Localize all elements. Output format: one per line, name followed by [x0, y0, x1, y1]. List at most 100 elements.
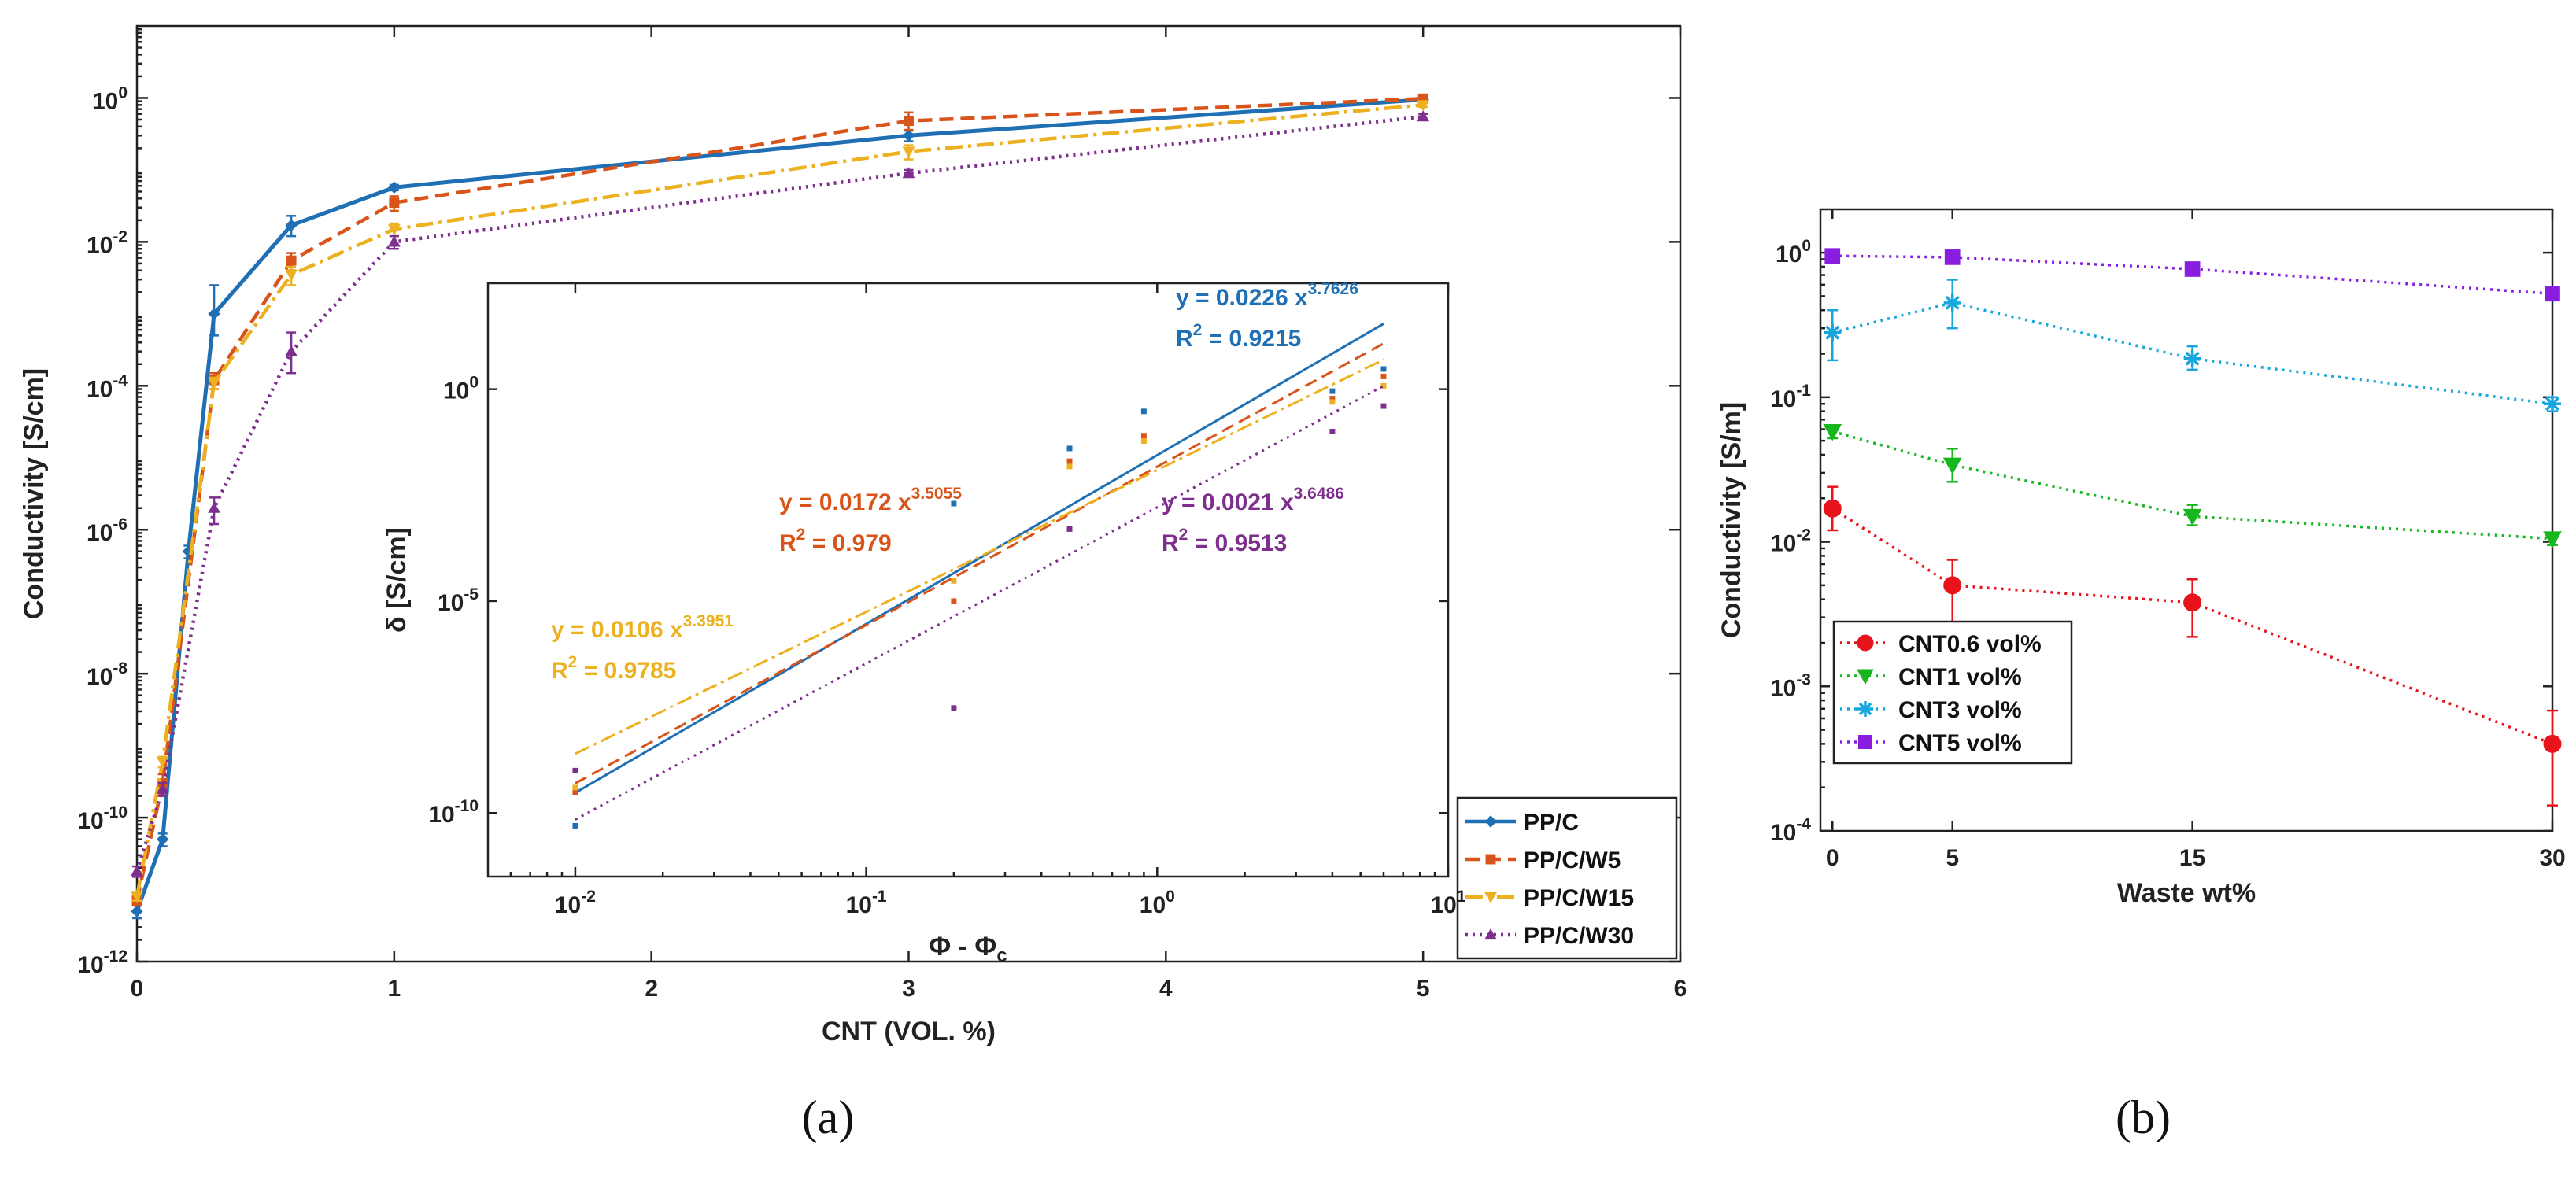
panel-a-inset-chart: 10-2 10-1 100 101 10-10 10-5 100 Φ - Φc δ [S/cm]…: [382, 280, 1466, 966]
panel-b-legend-label: CNT1 vol%: [1898, 664, 2022, 690]
inset-data-point: [951, 578, 957, 584]
panel-a-legend-label: PP/C: [1524, 810, 1579, 836]
panel-a-data-point: [131, 891, 143, 903]
panel-a-data-point: [156, 756, 169, 768]
panel-b-x-axis-title: Waste wt%: [2117, 878, 2256, 908]
panel-b-data-point: [1944, 249, 1961, 265]
panel-b-data-point: [1942, 457, 1962, 474]
panel-b-data-point: [1943, 293, 1961, 312]
panel-b-x-tick-label: 0: [1826, 845, 1839, 871]
panel-b-label: (b): [2116, 1091, 2171, 1143]
inset-data-point: [1066, 445, 1073, 452]
panel-a-legend-marker: [1484, 891, 1497, 904]
panel-a-data-point: [902, 146, 915, 158]
panel-a-y-tick-label: 10-2: [87, 227, 128, 258]
panel-b-y-tick-label: 10-3: [1770, 670, 1811, 701]
panel-a-y-tick-label: 10-10: [77, 803, 128, 834]
panel-a-data-point: [904, 116, 914, 127]
inset-fit-r2: R2 = 0.979: [779, 526, 892, 556]
inset-data-point: [1140, 408, 1147, 415]
inset-data-point: [572, 784, 578, 791]
panel-b-axes-box: [1819, 208, 2554, 832]
panel-b-chart: 0 5 15 30 10-4 10-3 10-2 10-1 100 Waste wt% Conduc…: [1717, 208, 2566, 908]
panel-b-data-point: [1824, 248, 1841, 264]
panel-a-y-axis-title: Conductivity [S/cm]: [19, 368, 49, 619]
panel-a-x-tick-label: 0: [131, 976, 144, 1002]
inset-fit-equation: y = 0.0172 x3.5055: [779, 485, 962, 515]
inset-data-point: [1380, 403, 1387, 409]
inset-data-point: [1066, 463, 1073, 470]
inset-fit-r2: R2 = 0.9215: [1176, 321, 1301, 352]
panel-b-x-tick-label: 30: [2539, 845, 2565, 871]
panel-a-data-point: [156, 782, 169, 794]
panel-a-data-point: [1417, 110, 1430, 122]
panel-a-legend-marker: [1484, 928, 1497, 940]
panel-a-legend-label: PP/C/W15: [1524, 885, 1634, 911]
panel-b-series-line-CNT0.6 vol%: [1831, 507, 2553, 746]
panel-a-data-point: [388, 181, 401, 194]
panel-a-data-point: [902, 129, 915, 142]
panel-b-data-point: [1943, 576, 1962, 595]
panel-b-data-point: [2182, 508, 2202, 526]
inset-data-point: [951, 500, 957, 507]
inset-data-point: [1380, 366, 1387, 372]
inset-data-point: [1329, 429, 1336, 434]
panel-a-legend-box: [1456, 796, 1678, 960]
inset-y-axis-title: δ [S/cm]: [382, 527, 412, 633]
panel-a-x-tick-label: 1: [387, 976, 401, 1002]
inset-axes-box: [486, 282, 1450, 878]
panel-b-legend-label: CNT5 vol%: [1898, 730, 2022, 756]
panel-a-legend-label: PP/C/W5: [1524, 847, 1621, 873]
inset-x-tick-label: 10-1: [846, 888, 887, 918]
inset-fit-line-PP/C/W15: [575, 358, 1384, 755]
panel-b-x-tick-label: 5: [1946, 845, 1959, 871]
panel-a-x-tick-label: 3: [902, 976, 915, 1002]
panel-b-y-tick-label: 10-1: [1770, 382, 1811, 412]
panel-a-x-axis-title: CNT (VOL. %): [822, 1017, 996, 1046]
panel-a-data-point: [208, 308, 220, 320]
panel-a-data-point: [387, 224, 401, 236]
panel-a-legend-marker: [1484, 815, 1497, 828]
panel-b-data-point: [2544, 395, 2561, 413]
panel-a-data-point: [902, 167, 915, 179]
inset-data-point: [1329, 388, 1336, 394]
panel-b-data-point: [2184, 261, 2201, 277]
panel-b-data-point: [2545, 286, 2560, 302]
inset-data-point: [951, 705, 957, 711]
inset-x-axis-title: Φ - Φc: [929, 932, 1007, 966]
inset-data-point: [1329, 399, 1336, 405]
panel-a-data-point: [1417, 100, 1430, 112]
panel-b-data-point: [2543, 734, 2562, 753]
panel-a-data-point: [286, 255, 297, 266]
inset-x-tick-label: 10-2: [555, 888, 596, 918]
panel-a-data-point: [285, 345, 298, 356]
inset-fit-equation: y = 0.0106 x3.3951: [551, 612, 734, 643]
inset-x-tick-label: 100: [1140, 888, 1175, 918]
panel-a-data-point: [285, 269, 298, 282]
panel-b-legend-marker: [1857, 634, 1874, 652]
inset-data-point: [951, 598, 957, 604]
inset-data-point: [1066, 526, 1073, 532]
panel-b-y-tick-label: 100: [1776, 237, 1811, 268]
panel-b-data-point: [1823, 424, 1842, 441]
inset-fit-line-PP/C: [575, 323, 1384, 794]
inset-fit-line-PP/C/W5: [575, 342, 1384, 784]
panel-a-data-point: [131, 905, 143, 917]
inset-data-point: [572, 822, 578, 829]
panel-a-data-point: [387, 235, 401, 247]
panel-a-x-tick-label: 6: [1674, 976, 1687, 1002]
panel-a-data-point: [208, 378, 220, 389]
panel-b-data-point: [1823, 499, 1842, 518]
inset-fit-r2: R2 = 0.9785: [551, 653, 676, 684]
inset-y-tick-label: 10-10: [428, 797, 479, 828]
panel-b-series-line-CNT5 vol%: [1832, 254, 2553, 296]
inset-data-point: [1140, 437, 1147, 444]
panel-b-data-point: [2543, 531, 2562, 548]
panel-a-x-tick-label: 4: [1159, 976, 1173, 1002]
panel-a-data-point: [208, 501, 220, 513]
inset-fit-equation: y = 0.0226 x3.7626: [1176, 280, 1358, 311]
panel-b-y-axis-title: Conductivity [S/m]: [1717, 402, 1746, 638]
inset-x-tick-label: 101: [1430, 888, 1465, 918]
panel-a-label: (a): [802, 1091, 855, 1143]
